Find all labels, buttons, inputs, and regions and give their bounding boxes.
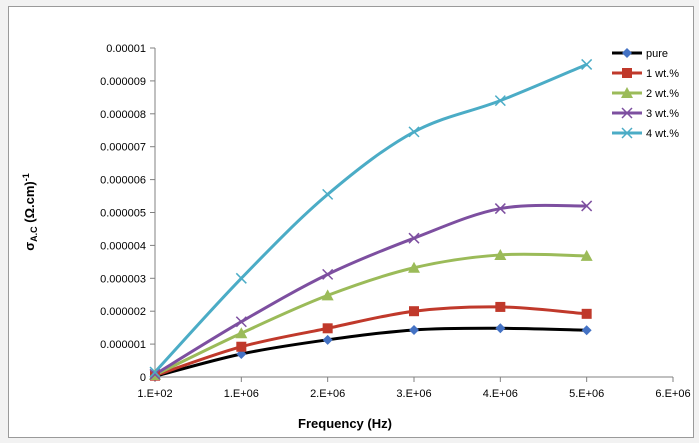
legend-marker-2	[621, 87, 633, 98]
data-point-series-4	[581, 58, 593, 70]
axes	[150, 47, 674, 382]
series-line-0	[154, 326, 587, 378]
y-tick-label: 0.000006	[100, 175, 146, 187]
data-point-series-3	[408, 232, 420, 244]
legend-label-3: 3 wt.%	[646, 108, 679, 120]
x-tick-label: 6.E+06	[655, 388, 690, 400]
series-line-3	[154, 203, 587, 376]
data-point-series-0	[581, 325, 592, 336]
data-point-series-0	[322, 334, 333, 345]
series-line-4	[153, 63, 588, 374]
legend-marker-3	[621, 107, 633, 119]
x-tick-label: 3.E+06	[396, 388, 431, 400]
data-point-series-0	[495, 323, 506, 334]
legend-marker-4	[621, 127, 633, 139]
data-point-series-4	[494, 95, 506, 107]
data-point-series-1	[581, 308, 592, 319]
data-point-series-3	[581, 200, 593, 212]
data-point-series-1	[322, 323, 333, 334]
legend-marker-0	[622, 48, 632, 58]
tick-labels: 0 0.000001 0.000002 0.000003 0.000004 0.00000…	[100, 43, 690, 400]
legend-label-0: pure	[646, 48, 668, 60]
x-tick-label: 2.E+06	[310, 388, 345, 400]
series-line-2	[154, 252, 587, 377]
data-point-series-4	[149, 366, 161, 378]
data-point-series-1	[495, 301, 506, 312]
x-tick-label: 1.E+06	[224, 388, 259, 400]
y-tick-label: 0.000008	[100, 109, 146, 121]
data-point-series-3	[494, 203, 506, 215]
y-tick-label: 0.000002	[100, 306, 146, 318]
y-tick-label: 0.000007	[100, 142, 146, 154]
data-point-series-2	[494, 248, 507, 260]
series-lines	[153, 63, 588, 378]
data-point-series-3	[235, 316, 247, 328]
data-point-series-2	[321, 289, 334, 301]
y-tick-label: 0.000005	[100, 208, 146, 220]
y-tick-label: 0	[140, 372, 146, 384]
x-tick-label: 4.E+06	[483, 388, 518, 400]
data-point-series-4	[408, 126, 420, 138]
y-axis-label-main: σ	[22, 242, 37, 251]
x-tick-label: 1.E+02	[137, 388, 172, 400]
y-tick-label: 0.000001	[100, 339, 146, 351]
y-axis-label-sup: -1	[21, 173, 31, 181]
data-point-series-1	[408, 306, 419, 317]
legend-label-4: 4 wt.%	[646, 128, 679, 140]
data-point-series-2	[235, 327, 248, 339]
x-tick-label: 5.E+06	[569, 388, 604, 400]
y-tick-label: 0.00001	[106, 43, 146, 55]
y-axis-label: σA.C (Ω.cm)-1	[21, 173, 39, 251]
data-point-series-3	[322, 268, 334, 280]
y-tick-label: 0.000003	[100, 273, 146, 285]
chart-frame	[8, 6, 694, 438]
data-point-series-1	[236, 341, 247, 352]
y-axis-label-sub: A.C	[29, 226, 39, 242]
legend-marker-1	[622, 68, 632, 78]
legend-label-2: 2 wt.%	[646, 88, 679, 100]
series-markers	[149, 58, 593, 382]
data-point-series-2	[407, 261, 420, 273]
data-point-series-4	[235, 272, 247, 284]
series-line-1	[154, 305, 587, 378]
x-axis-label: Frequency (Hz)	[298, 416, 392, 431]
y-tick-label: 0.000009	[100, 76, 146, 88]
data-point-series-0	[408, 324, 419, 335]
y-axis-label-rest: (Ω.cm)	[22, 181, 37, 226]
data-point-series-3	[149, 368, 161, 380]
y-tick-label: 0.000004	[100, 240, 146, 252]
legend-label-1: 1 wt.%	[646, 68, 679, 80]
data-point-series-2	[580, 249, 593, 261]
legend: pure 1 wt.% 2 wt.% 3 wt.% 4 wt.%	[612, 48, 679, 140]
data-point-series-4	[322, 188, 334, 200]
